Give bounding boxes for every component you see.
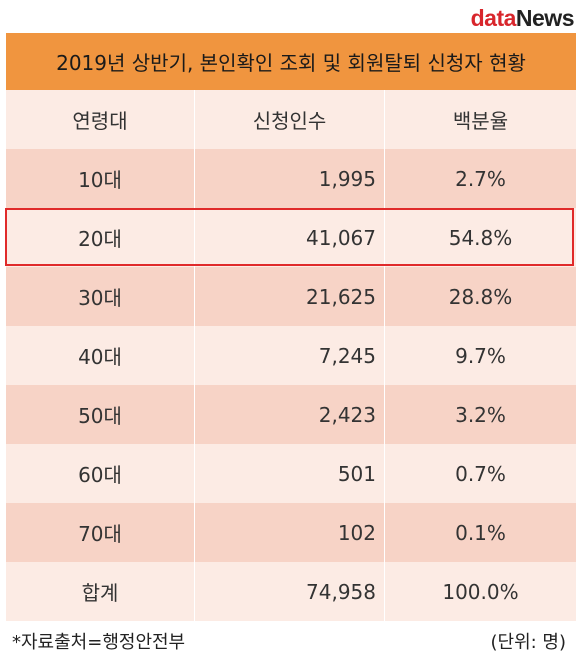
cell-applicants: 21,625: [194, 267, 385, 326]
cell-applicants: 2,423: [194, 385, 385, 444]
data-table: 연령대 신청인수 백분율 10대 1,995 2.7% 20대 41,067 54.8% 3…: [6, 90, 576, 621]
header-percentage: 백분율: [452, 109, 509, 133]
cell-applicants: 7,245: [194, 326, 385, 385]
cell-percentage: 28.8%: [448, 284, 513, 309]
cell-age-group: 10대: [78, 168, 122, 192]
cell-percentage: 9.7%: [455, 343, 506, 368]
table-row: 50대 2,423 3.2%: [6, 385, 576, 444]
cell-applicants: 74,958: [194, 562, 385, 621]
table-header-row: 연령대 신청인수 백분율: [6, 90, 576, 149]
cell-age-group: 30대: [78, 286, 122, 310]
table-row: 20대 41,067 54.8%: [6, 208, 576, 267]
cell-applicants: 501: [194, 444, 385, 503]
table-row: 40대 7,245 9.7%: [6, 326, 576, 385]
table-row: 10대 1,995 2.7%: [6, 149, 576, 208]
cell-age-group: 40대: [78, 345, 122, 369]
cell-age-group: 50대: [78, 404, 122, 428]
logo-part-1: data: [470, 5, 517, 31]
cell-applicants: 41,067: [194, 208, 385, 267]
cell-age-group: 합계: [81, 581, 119, 605]
header-age-group: 연령대: [72, 109, 128, 133]
cell-age-group: 70대: [78, 522, 122, 546]
unit-note: (단위: 명): [490, 632, 566, 653]
cell-applicants: 1,995: [194, 149, 385, 208]
cell-percentage: 3.2%: [455, 402, 506, 427]
cell-percentage: 2.7%: [455, 166, 506, 191]
logo-part-2: News: [515, 5, 575, 31]
source-note: *자료출처=행정안전부: [12, 632, 186, 653]
cell-percentage: 0.7%: [455, 461, 506, 486]
table-title: 2019년 상반기, 본인확인 조회 및 회원탈퇴 신청자 현황: [6, 33, 576, 90]
cell-percentage: 0.1%: [455, 520, 506, 545]
header-applicants: 신청인수: [194, 90, 385, 149]
cell-age-group: 20대: [78, 227, 122, 251]
cell-applicants: 102: [194, 503, 385, 562]
table-row: 30대 21,625 28.8%: [6, 267, 576, 326]
datanews-logo: dataNews: [470, 4, 575, 32]
table-row: 70대 102 0.1%: [6, 503, 576, 562]
cell-age-group: 60대: [78, 463, 122, 487]
cell-percentage: 100.0%: [442, 579, 519, 604]
table-row: 합계 74,958 100.0%: [6, 562, 576, 621]
table-row: 60대 501 0.7%: [6, 444, 576, 503]
cell-percentage: 54.8%: [448, 225, 513, 250]
